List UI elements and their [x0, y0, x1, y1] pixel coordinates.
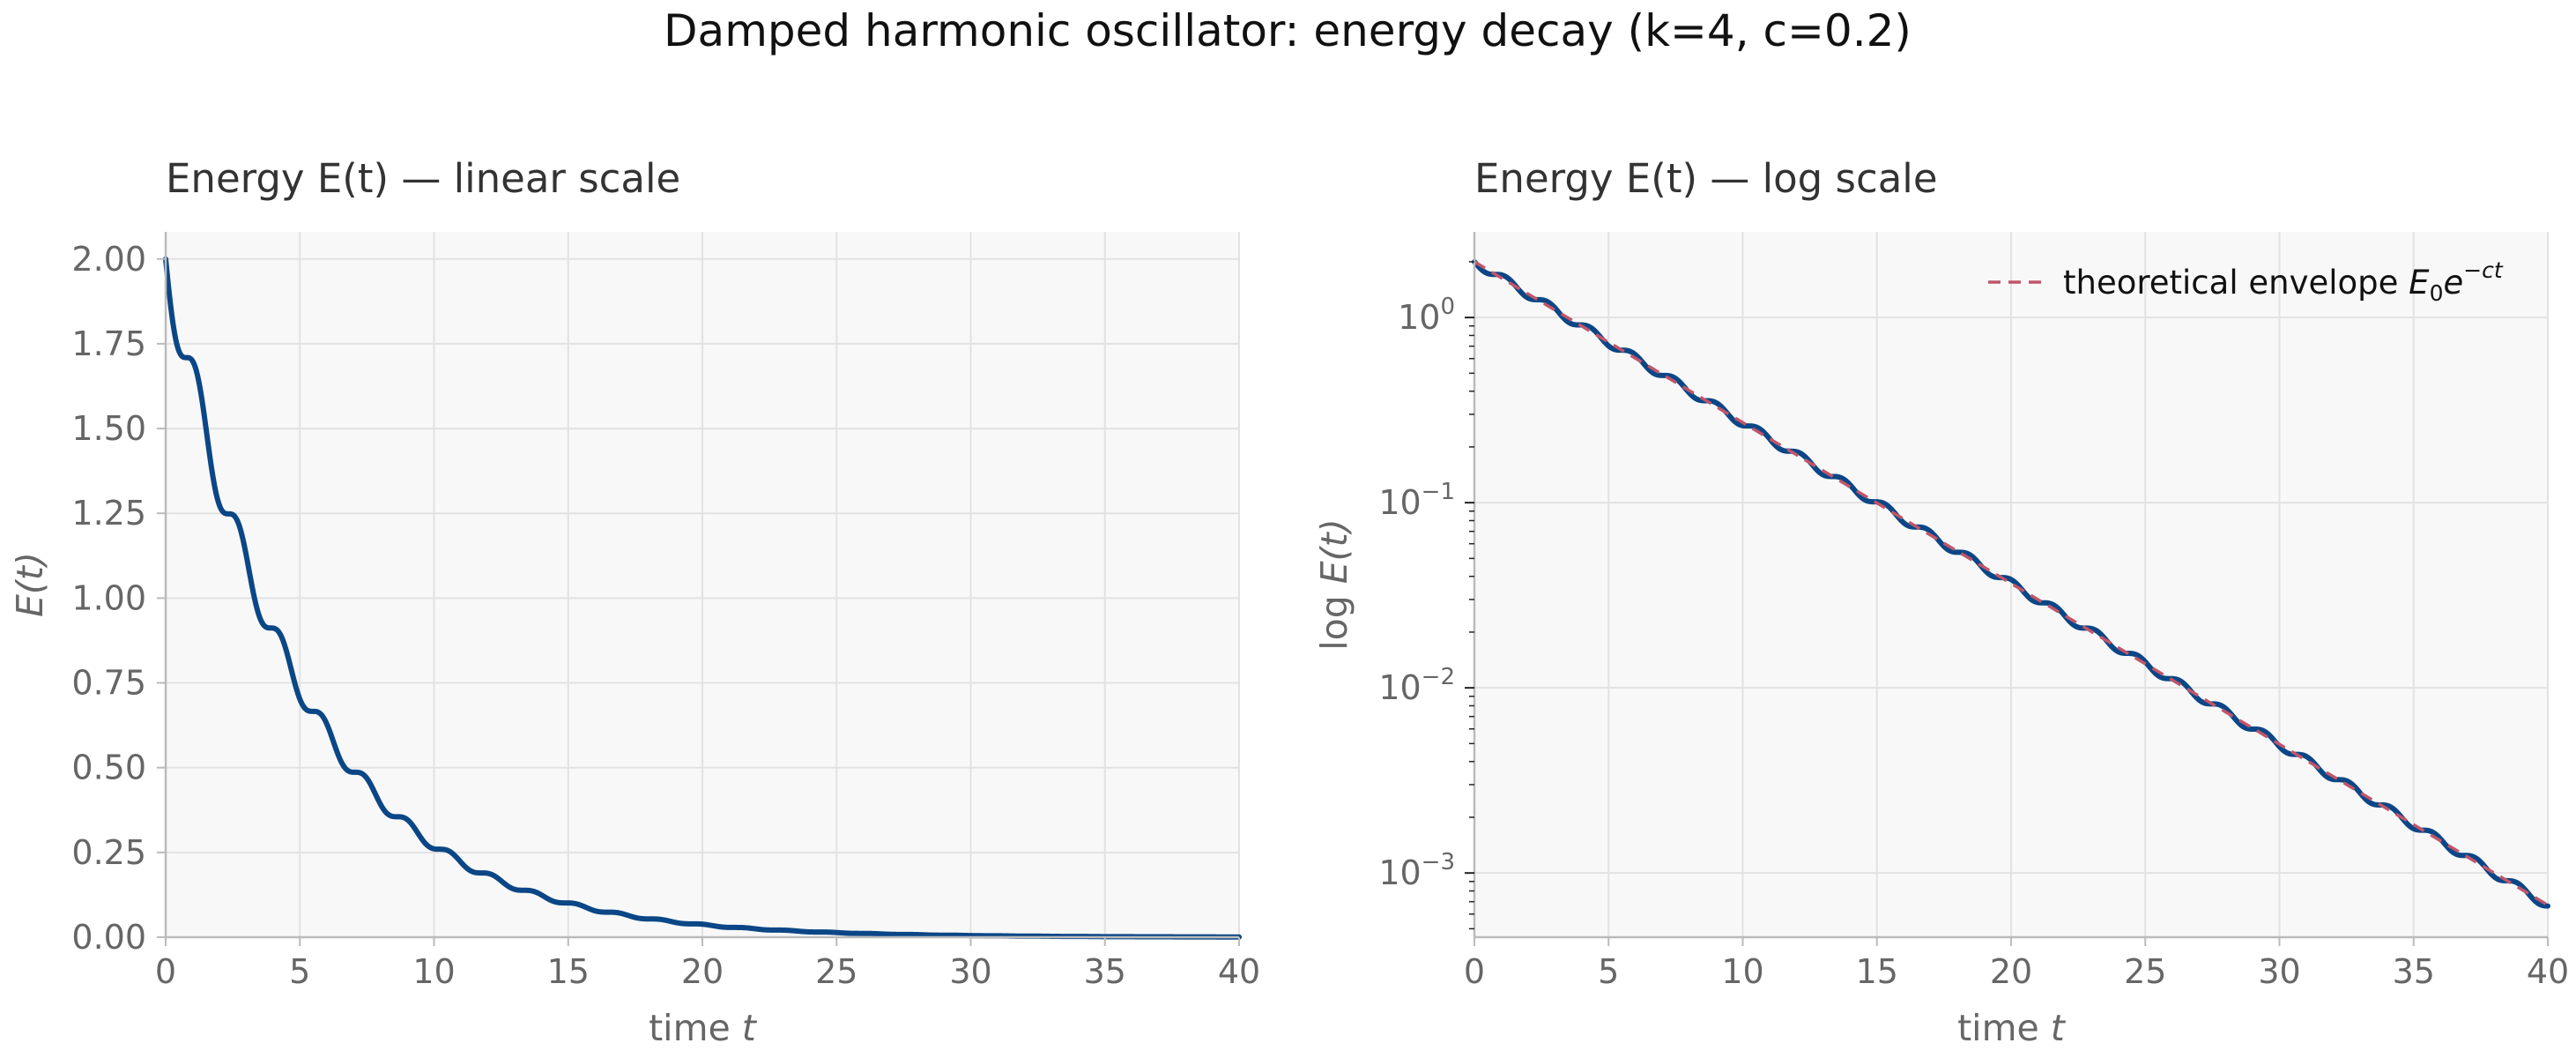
log-chart-title: Energy E(t) — log scale: [1474, 155, 1938, 202]
legend-envelope-sub: 0: [2430, 280, 2444, 306]
linear-x-axis-label-text: time: [649, 1007, 731, 1049]
linear-y-ticks: 0.00 0.25 0.50 0.75 1.00 1.25 1.50 1.75 2.00: [71, 240, 166, 957]
log-x-tick-label: 0: [1464, 952, 1485, 991]
figure-title: Damped harmonic oscillator: energy decay…: [664, 5, 1912, 56]
legend-envelope-sym: E: [2409, 264, 2430, 302]
linear-x-axis-label: time t: [649, 1007, 758, 1049]
linear-x-axis-label-var: t: [742, 1007, 758, 1049]
linear-y-tick-label: 1.00: [71, 578, 146, 617]
log-y-tick-exponent: −3: [1422, 849, 1455, 875]
log-x-axis-label: time t: [1957, 1007, 2067, 1049]
linear-x-tick-label: 20: [681, 952, 724, 991]
linear-y-tick-label: 0.25: [71, 833, 146, 872]
log-y-tick-base: 10: [1378, 668, 1421, 707]
log-y-axis-label: log E(t): [1313, 518, 1355, 651]
log-y-tick-base: 10: [1378, 853, 1421, 892]
linear-x-tick-label: 0: [155, 952, 176, 991]
log-x-tick-label: 40: [2527, 952, 2569, 991]
linear-y-tick-label: 1.75: [71, 324, 146, 363]
log-y-tick-exponent: −1: [1422, 479, 1455, 505]
linear-chart-title: Energy E(t) — linear scale: [166, 155, 680, 202]
log-x-ticks: 0 5 10 15 20 25 30 35 40: [1464, 937, 2569, 991]
linear-x-tick-label: 40: [1218, 952, 1260, 991]
linear-x-tick-label: 10: [412, 952, 455, 991]
linear-x-tick-label: 30: [949, 952, 991, 991]
log-y-tick-exponent: −2: [1422, 664, 1455, 690]
log-y-axis-label-prefix: log: [1313, 584, 1355, 651]
log-x-tick-label: 5: [1598, 952, 1619, 991]
log-y-tick-base: 10: [1398, 298, 1440, 337]
log-x-axis-label-text: time: [1957, 1007, 2039, 1049]
log-energy-line: [1472, 258, 2550, 909]
log-y-tick-exponent: 0: [1440, 294, 1455, 320]
linear-y-axis-label: E(t): [9, 552, 51, 617]
log-x-tick-label: 15: [1856, 952, 1898, 991]
log-x-axis-label-var: t: [2051, 1007, 2067, 1049]
log-x-tick-label: 30: [2258, 952, 2300, 991]
log-x-tick-label: 35: [2393, 952, 2435, 991]
linear-x-tick-label: 5: [289, 952, 310, 991]
linear-y-tick-label: 0.75: [71, 664, 146, 703]
log-y-tick-label: 100: [1398, 294, 1455, 337]
linear-y-tick-label: 1.25: [71, 494, 146, 533]
log-legend: theoretical envelope E0e−ct: [1988, 257, 2504, 306]
legend-envelope-name: theoretical envelope: [2063, 264, 2398, 302]
linear-y-tick-label: 1.50: [71, 409, 146, 448]
log-x-tick-label: 25: [2124, 952, 2166, 991]
linear-chart: 0 5 10 15 20 25 30 35 40 0.00 0.25 0.50 0.75 1.00 1.2…: [9, 155, 1260, 1049]
log-y-tick-label: 10−3: [1378, 849, 1455, 892]
linear-y-tick-label: 2.00: [71, 240, 146, 279]
legend-envelope-mid: e: [2443, 264, 2463, 302]
linear-x-ticks: 0 5 10 15 20 25 30 35 40: [155, 937, 1260, 991]
log-envelope-line: [1474, 260, 2549, 907]
log-y-tick-base: 10: [1378, 483, 1421, 522]
linear-x-tick-label: 15: [547, 952, 590, 991]
linear-y-tick-label: 0.00: [71, 918, 146, 957]
linear-x-tick-label: 25: [815, 952, 857, 991]
linear-y-tick-label: 0.50: [71, 749, 146, 787]
log-y-tick-label: 10−2: [1378, 664, 1455, 707]
log-y-tick-label: 10−1: [1378, 479, 1455, 522]
log-x-tick-label: 20: [1990, 952, 2032, 991]
log-y-axis-label-expr: E(t): [1313, 518, 1355, 584]
linear-x-tick-label: 35: [1084, 952, 1126, 991]
log-x-tick-label: 10: [1721, 952, 1763, 991]
legend-envelope-sup: −ct: [2463, 257, 2504, 283]
legend-envelope-label: theoretical envelope E0e−ct: [2063, 257, 2504, 306]
